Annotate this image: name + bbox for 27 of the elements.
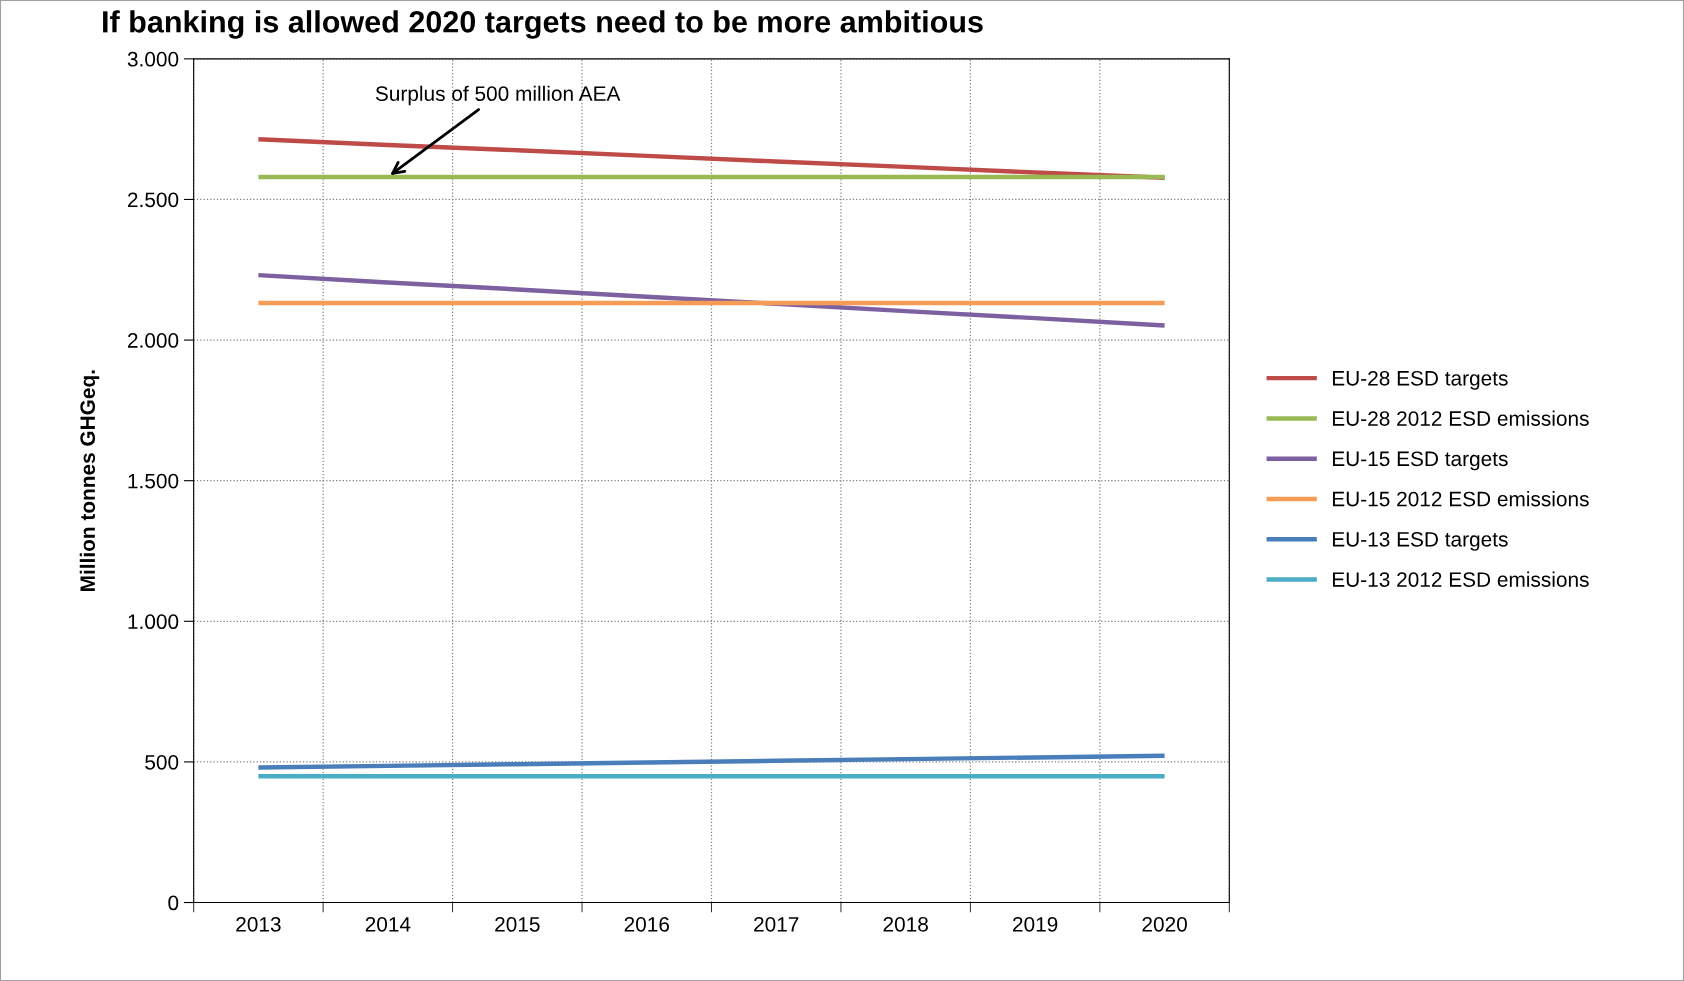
x-tick-label: 2014: [365, 916, 411, 932]
x-tick-label: 2015: [495, 916, 540, 932]
x-tick-label: 2018: [883, 916, 928, 932]
y-tick-label: 1.500: [128, 473, 179, 489]
legend-label: EU-13 2012 ESD emissions: [1332, 571, 1589, 587]
x-tick-label: 2016: [624, 916, 670, 932]
line-series: [256, 272, 1167, 328]
legend-label: EU-13 ESD targets: [1332, 531, 1508, 551]
legend-label: EU-15 ESD targets: [1332, 451, 1508, 471]
y-tick-label: 500: [145, 754, 179, 770]
x-tick-label: 2013: [236, 916, 281, 932]
x-tick-label: 2019: [1013, 916, 1058, 932]
y-tick-label: 3.000: [127, 51, 179, 67]
x-tick-label: 2020: [1142, 916, 1187, 932]
y-tick-label: 2.000: [128, 333, 179, 348]
legend-label: EU-28 2012 ESD emissions: [1332, 410, 1589, 426]
y-axis-title: Million tonnes GHGeq.: [79, 370, 100, 591]
y-tick-label: 0: [168, 895, 179, 911]
y-tick-label: 2.500: [128, 192, 179, 208]
chart-title: If banking is allowed 2020 targets need to be more ambitious: [103, 10, 983, 39]
annotation: Surplus of 500 million AEA: [375, 85, 621, 106]
line-series: [256, 753, 1167, 770]
legend-label: EU-28 ESD targets: [1332, 370, 1508, 390]
y-tick-label: 1.000: [128, 614, 179, 630]
line-series: [256, 137, 1167, 181]
legend-label: EU-15 2012 ESD emissions: [1332, 491, 1589, 507]
x-tick-label: 2017: [754, 916, 799, 932]
